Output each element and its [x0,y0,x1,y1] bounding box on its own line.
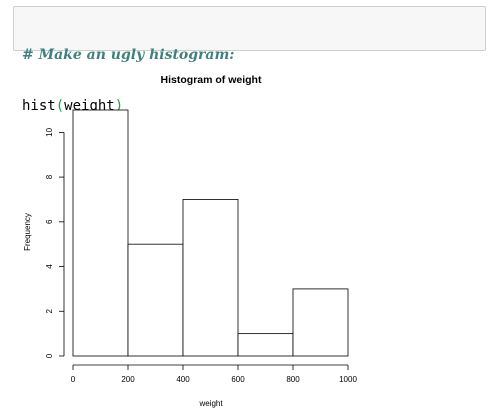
histogram-bar [72,109,129,357]
code-open-paren: ( [55,98,65,114]
x-tick-label: 200 [121,375,135,384]
code-cell[interactable]: # Make an ugly histogram: hist(weight) [13,6,486,114]
code-function: hist [22,98,56,114]
histogram-bar [292,288,349,357]
x-axis: 0 200 400 600 800 1000 [71,364,357,384]
y-tick-label: 8 [45,174,54,179]
histogram-bar [127,243,184,357]
x-axis-label: weight [198,399,223,408]
histogram-bar [237,333,294,357]
code-comment-line: # Make an ugly histogram: [22,47,477,64]
y-tick-label: 6 [45,219,54,224]
bars-group [72,109,349,357]
x-tick-label: 0 [71,375,76,384]
code-close-paren: ) [114,98,124,114]
chart-title: Histogram of weight [161,74,262,86]
histogram-bar [182,199,239,357]
x-tick-label: 800 [286,375,300,384]
y-tick-label: 4 [45,264,54,269]
y-tick-label: 2 [45,308,54,313]
code-comment: # Make an ugly histogram: [22,47,235,63]
y-tick-label: 10 [45,127,54,136]
y-axis-label: Frequency [23,213,32,251]
x-tick-label: 600 [231,375,245,384]
x-tick-label: 1000 [339,375,357,384]
y-tick-label: 0 [45,353,54,358]
histogram-chart: Histogram of weight Frequency weight 0 20… [23,74,357,408]
x-tick-label: 400 [176,375,190,384]
y-axis: 0 2 4 6 8 10 [45,127,65,358]
